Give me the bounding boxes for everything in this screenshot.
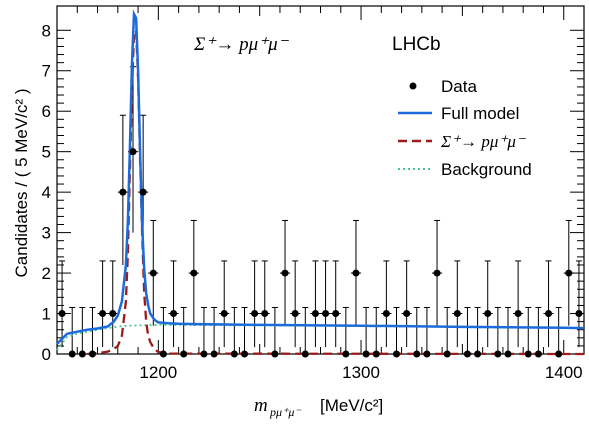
legend-label-signal: Σ⁺→ pμ⁺μ⁻	[440, 132, 527, 151]
data-point	[322, 310, 330, 318]
experiment-label: LHCb	[392, 34, 441, 55]
data-point	[382, 310, 390, 318]
data-point	[230, 350, 238, 358]
fit-curves	[56, 9, 585, 356]
data-point	[463, 350, 471, 358]
y-tick-label: 4	[42, 183, 51, 202]
x-axis-title-subscript: pμ⁺μ⁻	[269, 405, 302, 419]
legend-data-marker	[409, 82, 417, 90]
legend-label-full-model: Full model	[441, 104, 519, 123]
data-point	[190, 269, 198, 277]
legend-label-data: Data	[441, 77, 477, 96]
data-point	[119, 188, 127, 196]
data-point	[281, 269, 289, 277]
data-point	[261, 310, 269, 318]
curve-full-model	[56, 9, 585, 345]
legend: Data Full model Σ⁺→ pμ⁺μ⁻ Background	[398, 77, 532, 179]
data-point	[362, 350, 370, 358]
x-tick-label: 1200	[139, 363, 177, 382]
y-tick-label: 3	[42, 224, 51, 243]
legend-label-background: Background	[441, 160, 532, 179]
data-point	[251, 310, 259, 318]
y-tick-label: 6	[42, 102, 51, 121]
data-point	[393, 350, 401, 358]
data-point	[200, 350, 208, 358]
data-point	[545, 310, 553, 318]
y-tick-label: 1	[42, 305, 51, 324]
data-point	[180, 350, 188, 358]
data-point	[372, 350, 380, 358]
data-point	[453, 310, 461, 318]
decay-title: Σ⁺→ pμ⁺μ⁻	[193, 34, 290, 55]
y-tick-label: 0	[42, 345, 51, 364]
data-point	[524, 350, 532, 358]
x-axis-title-symbol: m	[254, 395, 268, 416]
y-tick-label: 7	[42, 62, 51, 81]
data-point	[484, 310, 492, 318]
data-point	[210, 350, 218, 358]
data-point	[291, 310, 299, 318]
data-point	[565, 269, 573, 277]
data-point	[311, 310, 319, 318]
y-axis-title: Candidates / ( 5 MeV/c² )	[12, 89, 31, 278]
data-point	[504, 350, 512, 358]
data-point	[149, 269, 157, 277]
data-point	[514, 310, 522, 318]
data-point	[159, 350, 167, 358]
data-point	[443, 350, 451, 358]
data-point	[342, 350, 350, 358]
data-point	[170, 310, 178, 318]
x-tick-label: 1300	[342, 363, 380, 382]
data-point	[423, 350, 431, 358]
y-tick-label: 8	[42, 21, 51, 40]
data-point	[301, 350, 309, 358]
data-point	[88, 350, 96, 358]
data-point	[403, 310, 411, 318]
data-point	[534, 350, 542, 358]
data-point	[352, 269, 360, 277]
data-point	[575, 310, 583, 318]
data-point	[271, 350, 279, 358]
data-point	[129, 148, 137, 156]
data-point	[555, 350, 563, 358]
data-point	[68, 350, 76, 358]
y-tick-label: 5	[42, 143, 51, 162]
data-point	[474, 350, 482, 358]
axis-ticks: 0 1 2 3 4 5 6 7 8 1200 1300 1400	[42, 6, 585, 382]
data-point	[220, 310, 228, 318]
data-point	[109, 310, 117, 318]
data-point	[99, 310, 107, 318]
data-point	[78, 350, 86, 358]
data-point	[332, 310, 340, 318]
data-point	[58, 310, 66, 318]
data-point	[139, 188, 147, 196]
data-point	[433, 269, 441, 277]
x-tick-label: 1400	[545, 363, 583, 382]
curve-p	[87, 25, 585, 356]
data-point	[413, 350, 421, 358]
x-axis-title-unit: [MeV/c²]	[320, 396, 383, 415]
data-point	[240, 350, 248, 358]
data-points	[58, 148, 583, 358]
y-tick-label: 2	[42, 264, 51, 283]
data-point	[494, 350, 502, 358]
